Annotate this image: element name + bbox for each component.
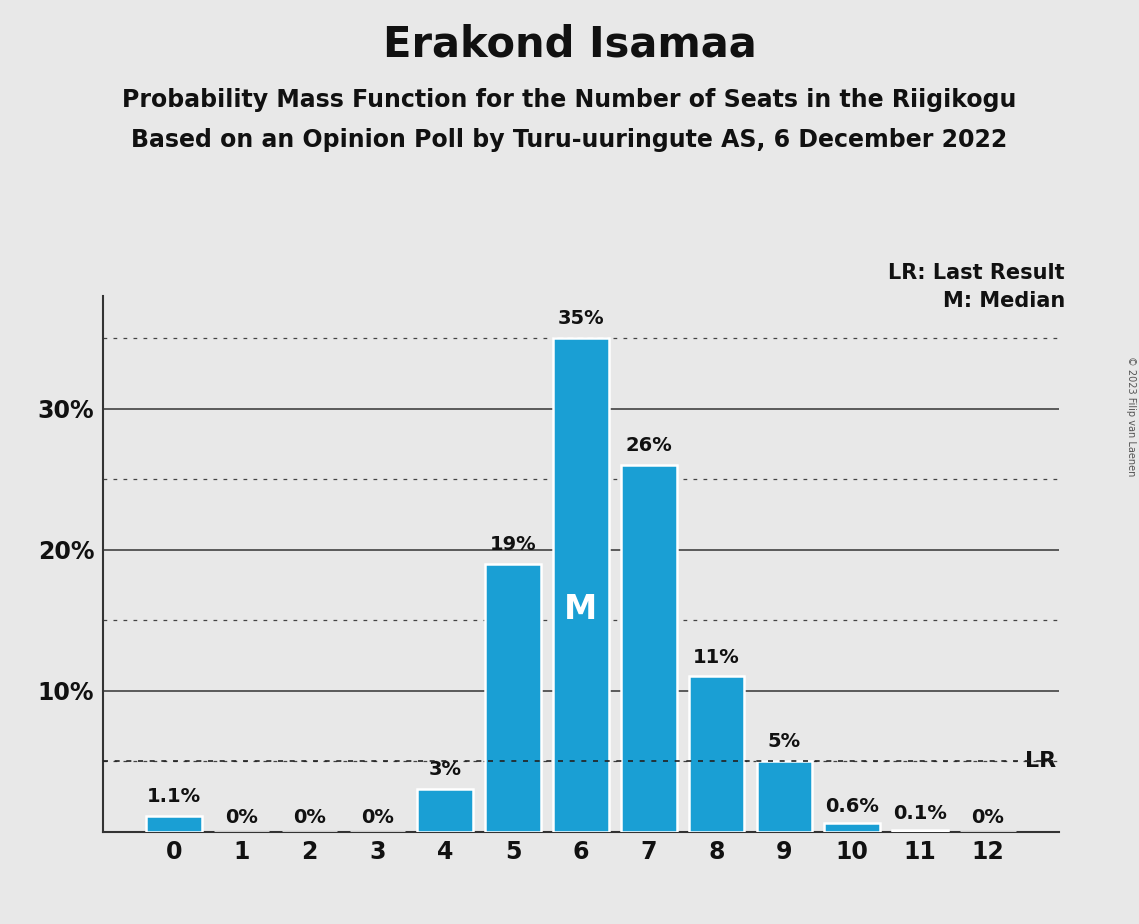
Bar xyxy=(825,823,880,832)
Text: 0%: 0% xyxy=(226,808,259,827)
Bar xyxy=(485,564,541,832)
Text: LR: LR xyxy=(1025,751,1056,772)
Text: Erakond Isamaa: Erakond Isamaa xyxy=(383,23,756,65)
Text: 0%: 0% xyxy=(972,808,1005,827)
Text: 11%: 11% xyxy=(694,648,740,666)
Text: 19%: 19% xyxy=(490,535,536,553)
Bar xyxy=(417,789,473,832)
Text: 26%: 26% xyxy=(625,436,672,455)
Text: 1.1%: 1.1% xyxy=(147,787,200,807)
Text: 35%: 35% xyxy=(558,310,604,328)
Text: Based on an Opinion Poll by Turu-uuringute AS, 6 December 2022: Based on an Opinion Poll by Turu-uuringu… xyxy=(131,128,1008,152)
Text: 0.1%: 0.1% xyxy=(893,804,947,823)
Text: M: M xyxy=(564,593,598,626)
Bar xyxy=(756,761,812,832)
Text: 3%: 3% xyxy=(428,760,461,780)
Text: 0%: 0% xyxy=(361,808,394,827)
Text: Probability Mass Function for the Number of Seats in the Riigikogu: Probability Mass Function for the Number… xyxy=(122,88,1017,112)
Bar xyxy=(892,830,948,832)
Text: LR: Last Result: LR: Last Result xyxy=(888,263,1065,284)
Text: 0.6%: 0.6% xyxy=(826,797,879,816)
Bar xyxy=(621,465,677,832)
Text: © 2023 Filip van Laenen: © 2023 Filip van Laenen xyxy=(1126,356,1136,476)
Text: M: Median: M: Median xyxy=(943,291,1065,311)
Text: 0%: 0% xyxy=(293,808,326,827)
Bar xyxy=(554,338,608,832)
Bar xyxy=(146,816,202,832)
Text: 5%: 5% xyxy=(768,732,801,751)
Bar xyxy=(689,676,745,832)
